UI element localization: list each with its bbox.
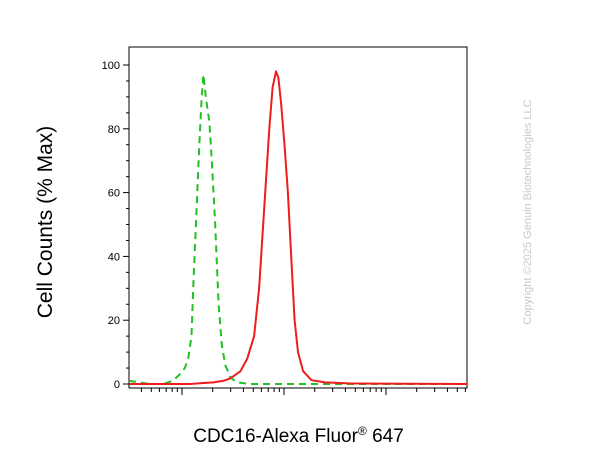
y-tick-label: 20 xyxy=(108,315,120,327)
y-tick-label: 80 xyxy=(108,124,120,136)
x-axis-label-suffix: 647 xyxy=(366,426,404,447)
x-axis-label: CDC16-Alexa Fluor® 647 xyxy=(0,424,597,448)
y-tick-label: 0 xyxy=(114,379,120,391)
y-tick-label: 40 xyxy=(108,251,120,263)
copyright-watermark: Copyright ©2025 Genuin Biotechnologies L… xyxy=(522,99,534,324)
y-tick-label: 60 xyxy=(108,188,120,200)
chart-axes: 0 20 40 60 80 100 xyxy=(102,46,468,395)
series-line-sample xyxy=(129,70,468,385)
series-layer xyxy=(128,70,468,385)
registered-mark: ® xyxy=(357,424,367,438)
plot-frame xyxy=(128,46,468,389)
y-axis-label: Cell Counts (% Max) xyxy=(34,126,57,319)
y-tick-label: 100 xyxy=(102,60,120,72)
series-line-control xyxy=(128,73,467,385)
x-axis-label-main: CDC16-Alexa Fluor xyxy=(193,426,358,447)
